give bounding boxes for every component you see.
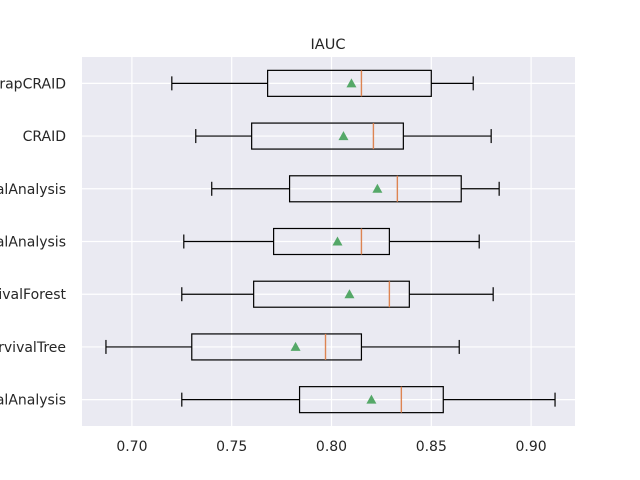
y-tick-label: rapCRAID [0,76,66,92]
x-tick-label: 0.70 [116,439,147,455]
iqr-box [191,333,363,361]
mean-marker [290,341,301,351]
x-axis-ticks: 0.70 0.75 0.80 0.85 0.90 [116,439,546,455]
iqr-box [288,175,462,203]
y-axis-ticks: rapCRAID CRAID alAnalysis alAnalysis vivalFo… [0,76,66,408]
mean-marker [346,78,357,88]
x-tick-label: 0.85 [416,439,447,455]
mean-marker [372,183,383,193]
iqr-box [298,386,444,414]
mean-marker [344,289,355,299]
mean-marker [332,236,343,246]
x-tick-label: 0.80 [316,439,347,455]
x-tick-label: 0.75 [216,439,247,455]
box-group [105,333,460,361]
x-tick-label: 0.90 [516,439,547,455]
y-tick-label: vivalForest [0,287,66,303]
box-group [181,280,494,308]
chart-title: IAUC [311,37,346,53]
y-tick-label: alAnalysis [0,182,66,198]
y-tick-label: alAnalysis [0,235,66,251]
box-group [211,175,500,203]
box-series [105,69,556,414]
box-group [183,227,480,256]
box-group [181,386,556,414]
iqr-box [251,122,404,150]
y-tick-label: rvivalTree [0,340,66,356]
y-tick-label: CRAID [23,129,66,145]
iqr-box [273,227,390,256]
mean-marker [366,394,377,404]
box-group [171,69,474,97]
box-group [195,122,492,150]
mean-marker [338,131,349,141]
y-tick-label: alAnalysis [0,393,66,409]
iqr-box [253,280,410,308]
iqr-box [267,69,432,97]
